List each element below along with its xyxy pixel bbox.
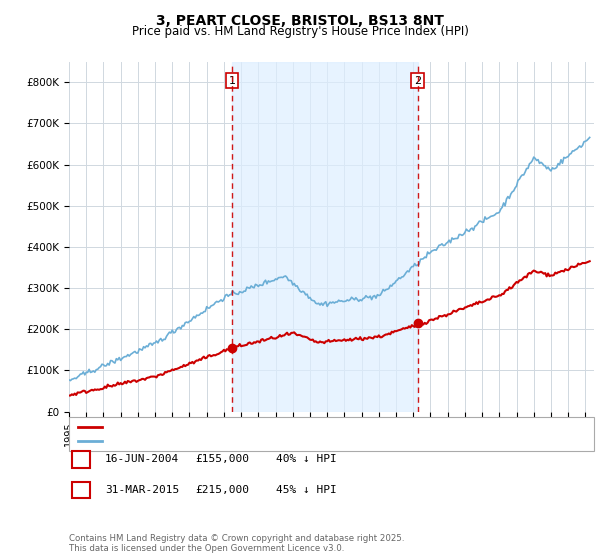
Text: 2: 2 (414, 76, 421, 86)
Text: 3, PEART CLOSE, BRISTOL, BS13 8NT: 3, PEART CLOSE, BRISTOL, BS13 8NT (156, 14, 444, 28)
Text: Contains HM Land Registry data © Crown copyright and database right 2025.
This d: Contains HM Land Registry data © Crown c… (69, 534, 404, 553)
Text: £215,000: £215,000 (195, 485, 249, 495)
Text: 40% ↓ HPI: 40% ↓ HPI (276, 454, 337, 464)
Text: 45% ↓ HPI: 45% ↓ HPI (276, 485, 337, 495)
Text: 1: 1 (77, 454, 85, 464)
Text: HPI: Average price, detached house, City of Bristol: HPI: Average price, detached house, City… (107, 436, 383, 446)
Text: 2: 2 (77, 485, 85, 495)
Text: 3, PEART CLOSE, BRISTOL, BS13 8NT (detached house): 3, PEART CLOSE, BRISTOL, BS13 8NT (detac… (107, 422, 407, 432)
Text: £155,000: £155,000 (195, 454, 249, 464)
Text: 31-MAR-2015: 31-MAR-2015 (105, 485, 179, 495)
Text: 1: 1 (229, 76, 235, 86)
Bar (232, 62, 418, 412)
Text: 16-JUN-2004: 16-JUN-2004 (105, 454, 179, 464)
Text: Price paid vs. HM Land Registry's House Price Index (HPI): Price paid vs. HM Land Registry's House … (131, 25, 469, 38)
